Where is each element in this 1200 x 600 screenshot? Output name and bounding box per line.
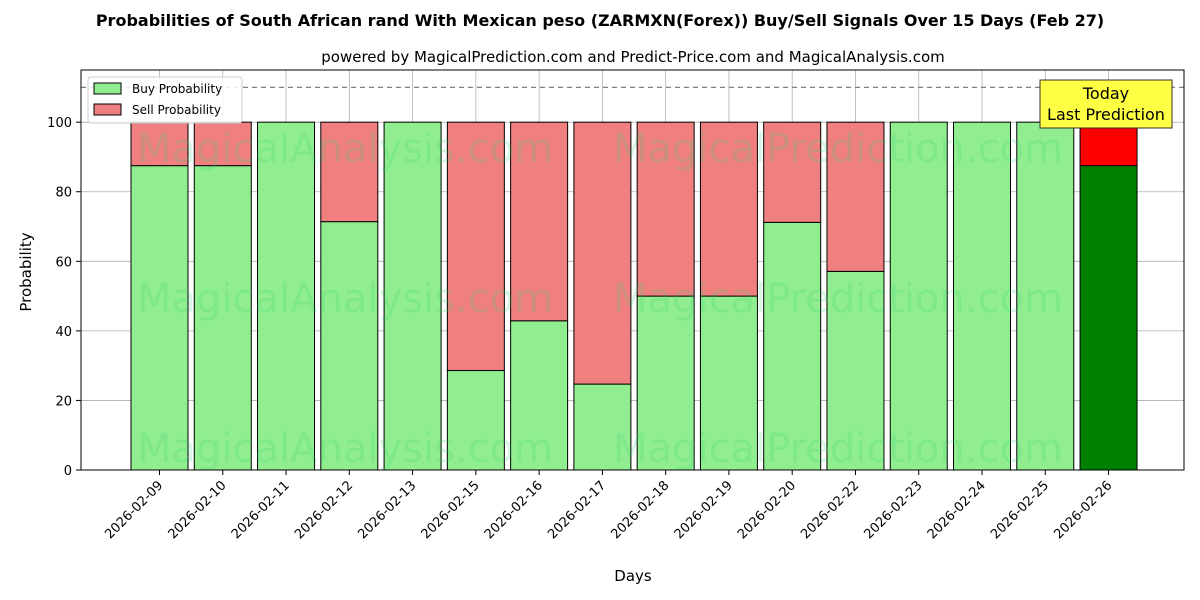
buy-bar [699, 295, 758, 471]
x-tick-label: 2026-02-24 [925, 478, 989, 542]
watermark-text: MagicalAnalysis.com [137, 126, 553, 172]
watermark-text: MagicalPrediction.com [613, 276, 1063, 322]
buy-bar [889, 121, 948, 471]
today-label-line1: Today [1082, 84, 1129, 103]
watermark-text: MagicalPrediction.com [613, 426, 1063, 472]
sell-bar [573, 121, 632, 385]
plot-frame [80, 69, 1185, 471]
today-annotation-box [1039, 79, 1173, 129]
buy-bar [510, 320, 569, 471]
sell-bar [699, 121, 758, 297]
watermark-text: MagicalAnalysis.com [137, 426, 553, 472]
x-tick-label: 2026-02-25 [988, 478, 1052, 542]
y-tick-label: 60 [55, 255, 72, 270]
x-tick-label: 2026-02-10 [166, 478, 230, 542]
sell-bar [446, 121, 505, 372]
buy-bar [446, 370, 505, 471]
chart-title: Probabilities of South African rand With… [96, 11, 1104, 30]
legend-swatch [93, 82, 122, 95]
watermarks: MagicalAnalysis.com MagicalPrediction.com… [137, 126, 1063, 472]
x-tick-label: 2026-02-23 [862, 478, 926, 542]
x-tick-label: 2026-02-11 [229, 478, 293, 542]
buy-bar [383, 121, 442, 471]
x-tick-label: 2026-02-16 [482, 478, 546, 542]
today-label-line2: Last Prediction [1047, 105, 1165, 124]
x-tick-label: 2026-02-26 [1051, 478, 1115, 542]
x-tick-label: 2026-02-13 [355, 478, 419, 542]
y-tick-label: 40 [55, 325, 72, 340]
y-axis-ticks: 0 20 40 60 80 100 [47, 116, 81, 479]
y-tick-label: 80 [55, 186, 72, 201]
buy-bar [826, 270, 885, 471]
x-tick-label: 2026-02-12 [292, 478, 356, 542]
y-tick-label: 20 [55, 394, 72, 409]
legend-box [87, 76, 243, 124]
buy-bar [193, 165, 252, 471]
y-tick-label: 100 [47, 116, 72, 131]
x-tick-label: 2026-02-09 [102, 478, 166, 542]
y-tick-label: 0 [64, 464, 72, 479]
x-tick-label: 2026-02-15 [419, 478, 483, 542]
sell-bar [510, 121, 569, 322]
y-axis-label: Probability [17, 232, 35, 311]
sell-bar [636, 121, 695, 297]
buy-bar [763, 221, 822, 471]
watermark-text: MagicalAnalysis.com [137, 276, 553, 322]
legend: Buy Probability Sell Probability [87, 76, 243, 124]
watermark-text: MagicalPrediction.com [613, 126, 1063, 172]
sell-bar [763, 121, 822, 223]
x-axis-ticks: 2026-02-09 2026-02-10 2026-02-11 2026-02-12… [102, 470, 1115, 542]
legend-swatch [93, 103, 122, 116]
sell-bar [1079, 121, 1138, 167]
x-tick-label: 2026-02-22 [798, 478, 862, 542]
buy-bar [636, 295, 695, 471]
x-tick-label: 2026-02-17 [545, 478, 609, 542]
legend-label: Sell Probability [132, 103, 221, 117]
buy-bar [1016, 121, 1075, 471]
sell-bar [826, 121, 885, 272]
buy-bar [573, 383, 632, 471]
buy-bar [953, 121, 1012, 471]
x-tick-label: 2026-02-19 [672, 478, 736, 542]
bars [130, 121, 1138, 471]
buy-bar [1079, 165, 1138, 471]
buy-bar [320, 221, 379, 471]
legend-label: Buy Probability [132, 82, 222, 96]
x-tick-label: 2026-02-20 [735, 478, 799, 542]
x-axis-label: Days [614, 567, 652, 585]
chart-subtitle: powered by MagicalPrediction.com and Pre… [321, 48, 945, 66]
sell-bar [320, 121, 379, 223]
today-annotation: Today Last Prediction [1039, 79, 1173, 129]
buy-bar [257, 121, 316, 471]
x-tick-label: 2026-02-18 [608, 478, 672, 542]
